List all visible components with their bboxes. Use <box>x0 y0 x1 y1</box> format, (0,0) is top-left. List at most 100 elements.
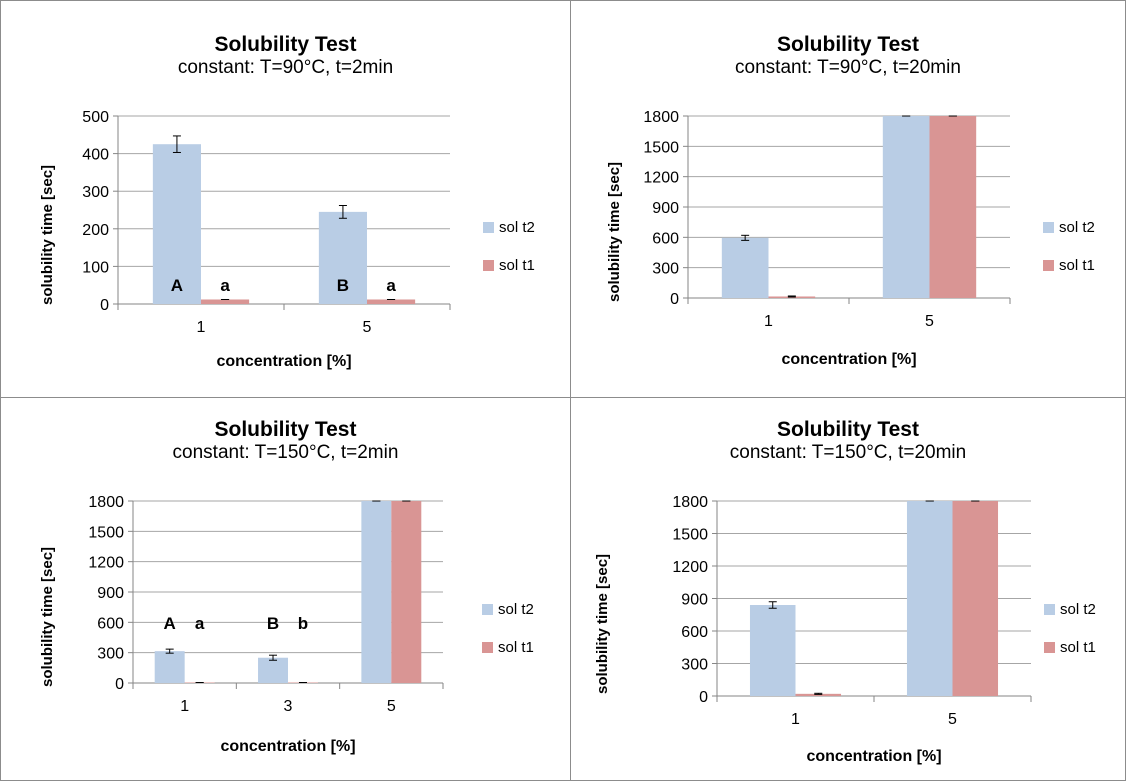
y-axis-label: solubility time [sec] <box>594 553 611 694</box>
y-tick-label: 300 <box>681 657 708 674</box>
legend-item: sol t1 <box>1044 636 1096 658</box>
y-tick-label: 900 <box>681 592 708 609</box>
x-axis-label: concentration [%] <box>220 738 356 755</box>
y-tick-label: 0 <box>670 291 679 308</box>
y-tick-label: 1800 <box>672 494 708 511</box>
significance-letter: a <box>386 276 396 295</box>
x-tick-label: 5 <box>925 313 934 330</box>
chart-title-block: Solubility Test constant: T=90°C, t=2min <box>1 33 570 79</box>
y-axis-label: solubility time [sec] <box>39 546 56 687</box>
legend-item: sol t2 <box>1044 598 1096 620</box>
legend: sol t2 sol t1 <box>1043 216 1095 292</box>
chart-title-block: Solubility Test constant: T=150°C, t=20mi… <box>571 418 1125 464</box>
legend-item: sol t1 <box>483 254 535 276</box>
y-axis-label: solubility time [sec] <box>39 164 56 305</box>
chart-subtitle: constant: T=150°C, t=2min <box>172 442 399 463</box>
y-tick-label: 200 <box>82 222 109 239</box>
legend-item: sol t1 <box>1043 254 1095 276</box>
y-tick-label: 600 <box>652 230 679 247</box>
y-tick-label: 1200 <box>88 555 124 572</box>
legend-item: sol t2 <box>483 216 535 238</box>
legend-label: sol t1 <box>1060 638 1096 656</box>
chart-title-block: Solubility Test constant: T=150°C, t=2min <box>1 418 570 464</box>
chart-panel-4: Solubility Test constant: T=150°C, t=20mi… <box>570 397 1126 781</box>
y-axis-label: solubility time [sec] <box>606 161 623 302</box>
y-tick-label: 1800 <box>88 494 124 511</box>
bar-sol-t2-5 <box>882 116 930 298</box>
bar-sol-t2-5 <box>361 501 392 683</box>
legend-label: sol t2 <box>1060 600 1096 618</box>
x-axis-label: concentration [%] <box>216 353 352 370</box>
chart-subtitle: constant: T=150°C, t=20min <box>729 442 967 463</box>
y-tick-label: 0 <box>699 689 708 706</box>
legend-swatch <box>1044 603 1055 615</box>
legend-swatch <box>483 259 494 271</box>
bar-sol-t2-1 <box>152 144 201 304</box>
chart-panel-1: Solubility Test constant: T=90°C, t=2min 0… <box>0 0 571 398</box>
y-tick-label: 1800 <box>643 109 679 126</box>
x-tick-label: 1 <box>791 711 800 728</box>
chart-svg: 0 300 600 900 1200 1500 1800 1 5 <box>672 494 1032 728</box>
legend-item: sol t1 <box>482 636 534 658</box>
bar-sol-t2-3 <box>258 657 288 683</box>
legend-label: sol t1 <box>1059 256 1095 274</box>
significance-letter: A <box>171 276 183 295</box>
y-tick-label: 400 <box>82 147 109 164</box>
legend-label: sol t2 <box>1059 218 1095 236</box>
significance-letter: a <box>220 276 230 295</box>
y-tick-label: 100 <box>82 259 109 276</box>
chart-title: Solubility Test <box>777 33 919 56</box>
bar-sol-t2-5 <box>906 501 953 696</box>
bar-sol-t2-1 <box>749 605 796 696</box>
bar-sol-t2-1 <box>721 237 769 298</box>
bar-sol-t1-5 <box>391 501 422 683</box>
legend-item: sol t2 <box>482 598 534 620</box>
bar-sol-t1-5 <box>367 299 416 304</box>
legend-swatch <box>482 641 493 653</box>
significance-letter: a <box>195 614 205 633</box>
chart-title: Solubility Test <box>777 418 919 441</box>
bar-sol-t2-5 <box>318 211 367 304</box>
legend-swatch <box>1044 641 1055 653</box>
legend-item: sol t2 <box>1043 216 1095 238</box>
legend-label: sol t2 <box>498 600 534 618</box>
legend: sol t2 sol t1 <box>483 216 535 292</box>
chart-svg: 0 300 600 900 1200 1500 1800 1 5 <box>643 109 1011 330</box>
x-tick-label: 3 <box>284 698 293 715</box>
x-tick-label: 1 <box>197 319 206 336</box>
y-tick-label: 300 <box>652 261 679 278</box>
bar-sol-t1-1 <box>795 693 842 696</box>
y-tick-label: 600 <box>681 624 708 641</box>
chart-title-block: Solubility Test constant: T=90°C, t=20min <box>571 33 1125 79</box>
y-tick-label: 300 <box>97 646 124 663</box>
significance-letter: B <box>337 276 349 295</box>
legend: sol t2 sol t1 <box>1044 598 1096 674</box>
x-axis-label: concentration [%] <box>806 748 942 765</box>
y-tick-label: 0 <box>100 297 109 314</box>
legend: sol t2 sol t1 <box>482 598 534 674</box>
y-tick-label: 1500 <box>672 527 708 544</box>
y-tick-label: 0 <box>115 676 124 693</box>
legend-label: sol t2 <box>499 218 535 236</box>
y-tick-label: 1500 <box>88 524 124 541</box>
y-tick-label: 600 <box>97 615 124 632</box>
legend-swatch <box>1043 259 1054 271</box>
y-tick-label: 900 <box>97 585 124 602</box>
chart-subtitle: constant: T=90°C, t=20min <box>735 57 961 78</box>
significance-letter: B <box>267 614 279 633</box>
chart-subtitle: constant: T=90°C, t=2min <box>177 57 394 78</box>
chart-title: Solubility Test <box>214 33 357 56</box>
chart-title: Solubility Test <box>214 418 357 441</box>
y-tick-label: 300 <box>82 184 109 201</box>
x-axis-label: concentration [%] <box>781 351 917 368</box>
bar-sol-t1-5 <box>952 501 999 696</box>
x-tick-label: 1 <box>764 313 773 330</box>
bar-sol-t2-1 <box>154 651 185 683</box>
significance-letter: b <box>298 614 308 633</box>
y-tick-label: 1200 <box>643 170 679 187</box>
legend-swatch <box>482 603 493 615</box>
y-tick-label: 1500 <box>643 139 679 156</box>
